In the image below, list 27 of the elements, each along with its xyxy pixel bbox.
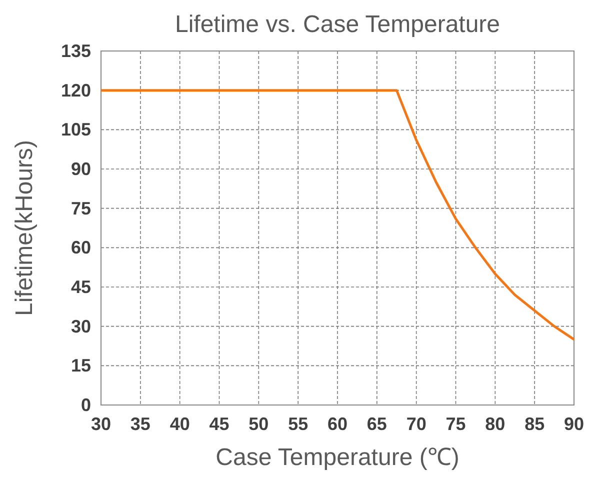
y-tick-label: 60: [70, 238, 91, 258]
y-tick-label: 15: [70, 356, 91, 376]
x-tick-label: 35: [130, 414, 150, 434]
x-tick-label: 65: [366, 414, 387, 434]
x-axis-title: Case Temperature (℃): [216, 444, 460, 471]
x-tick-label: 60: [327, 414, 348, 434]
y-tick-label: 90: [70, 159, 91, 179]
x-tick-label: 40: [170, 414, 190, 434]
y-tick-label: 45: [70, 277, 91, 297]
y-tick-label: 120: [60, 80, 91, 100]
x-tick-label: 55: [288, 414, 308, 434]
x-tick-label: 50: [248, 414, 269, 434]
y-axis-title: Lifetime(kHours): [11, 140, 38, 316]
x-tick-label: 90: [564, 414, 584, 434]
y-tick-label: 30: [70, 316, 91, 336]
line-series: [100, 89, 576, 341]
x-tick-label: 70: [406, 414, 426, 434]
x-tick-label: 75: [446, 414, 466, 434]
x-tick-label: 85: [524, 414, 545, 434]
y-tick-label: 105: [60, 120, 91, 140]
y-tick-label: 0: [80, 395, 91, 415]
x-tick-label: 45: [209, 414, 230, 434]
y-tick-label: 135: [60, 41, 91, 61]
chart-title: Lifetime vs. Case Temperature: [174, 11, 500, 38]
y-tick-label: 75: [70, 198, 91, 218]
x-tick-label: 30: [90, 414, 112, 434]
x-tick-label: 80: [485, 414, 506, 434]
